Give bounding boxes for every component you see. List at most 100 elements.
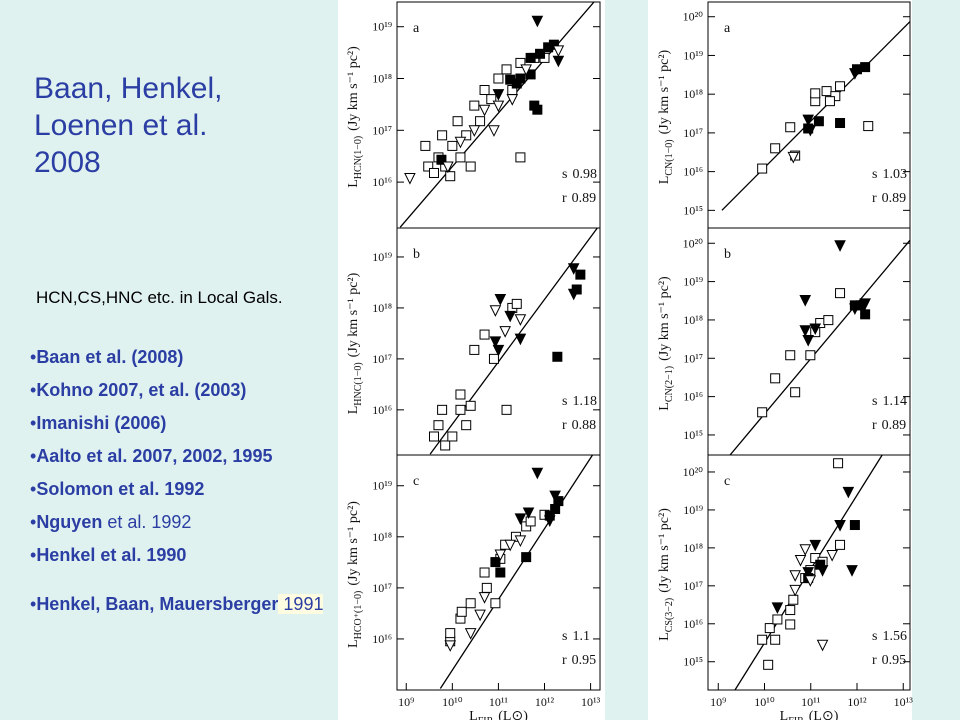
reference-item: Nguyen et al. 1992 (30, 510, 323, 543)
label-symbol: L (469, 709, 478, 720)
y-tick-label: 10¹⁹ (372, 479, 392, 493)
reference-bold: Henkel et al. 1990 (36, 545, 187, 565)
data-point (514, 513, 527, 525)
data-point (813, 116, 824, 127)
y-tick-label: 10¹⁷ (372, 581, 392, 595)
reference-item: Solomon et al. 1992 (30, 477, 323, 510)
data-point (548, 39, 559, 50)
stat-label: s (872, 167, 877, 182)
reference-bold: Nguyen (36, 512, 103, 532)
x-tick-label: 10¹² (847, 695, 867, 709)
y-tick-label: 10¹⁹ (683, 503, 703, 517)
data-point (531, 467, 544, 480)
data-point (494, 293, 507, 306)
stat-label: r (562, 191, 567, 206)
data-point (479, 567, 490, 578)
stat-value: 1.03 (882, 167, 907, 182)
label-subscript: FIR (478, 716, 494, 720)
data-point (433, 420, 444, 431)
data-point (771, 602, 784, 615)
data-point (799, 325, 812, 337)
data-point (504, 539, 516, 552)
data-point (486, 94, 497, 105)
data-point (790, 387, 801, 398)
y-tick-label: 10²⁰ (683, 465, 704, 479)
label-unit: (Jy km s⁻¹ pc²) (657, 49, 672, 134)
data-point (490, 557, 501, 568)
y-tick-label: 10¹⁸ (372, 72, 392, 86)
data-point (543, 515, 556, 527)
data-point (842, 486, 855, 499)
x-tick-label: 10¹⁰ (442, 695, 463, 709)
fit-stat: s 1.56 (872, 629, 907, 644)
stat-label: s (872, 394, 877, 409)
data-point (404, 173, 416, 185)
x-axis-label: LFIR (L⊙) (469, 709, 528, 720)
data-point (440, 440, 451, 451)
panel-letter: c (413, 474, 419, 489)
fit-line (399, 2, 595, 228)
data-point (437, 404, 448, 415)
data-point (799, 544, 812, 556)
y-tick-label: 10¹⁸ (372, 530, 392, 544)
data-point (488, 125, 500, 137)
fit-stat: r 0.95 (562, 653, 596, 668)
fit-line (721, 21, 910, 211)
data-point (785, 619, 796, 630)
y-axis-label: LHCO⁺(1−0) (Jy km s⁻¹ pc²) (346, 501, 364, 648)
data-point (834, 520, 846, 532)
stat-value: 0.89 (882, 418, 907, 433)
fit-stat: r 0.95 (872, 653, 906, 668)
data-point (787, 151, 800, 164)
data-point (799, 295, 812, 307)
data-point (465, 161, 476, 172)
data-point (501, 404, 512, 415)
data-point (499, 326, 511, 338)
label-symbol: L (346, 179, 361, 188)
fit-stat: s 1.1 (562, 629, 590, 644)
reference-item: Henkel et al. 1990 (30, 543, 323, 576)
data-point (552, 45, 565, 57)
x-axis-label: LFIR (L⊙) (780, 709, 839, 720)
y-tick-label: 10¹⁷ (372, 352, 392, 366)
stat-label: r (562, 418, 567, 433)
data-point (553, 496, 564, 507)
y-axis-label: LHCN(1−0) (Jy km s⁻¹ pc²) (346, 46, 364, 188)
data-point (794, 554, 807, 567)
figure-panel-bg (648, 0, 912, 720)
y-tick-label: 10²⁰ (683, 236, 704, 250)
data-point (521, 552, 532, 563)
data-point (846, 565, 858, 577)
y-axis-label: LHNC(1−0) (Jy km s⁻¹ pc²) (346, 272, 364, 414)
data-point (447, 140, 458, 151)
data-point (535, 48, 546, 59)
data-point (849, 68, 861, 80)
data-point (456, 606, 467, 617)
label-unit: (Jy km s⁻¹ pc²) (346, 46, 361, 131)
y-tick-label: 10¹⁹ (372, 250, 392, 264)
data-point (859, 298, 871, 311)
data-point (804, 575, 817, 587)
panel-letter: a (413, 21, 420, 36)
y-tick-label: 10¹⁷ (683, 579, 703, 593)
data-point (465, 598, 476, 609)
y-tick-label: 10¹⁹ (372, 20, 392, 34)
data-point (788, 594, 799, 605)
data-point (461, 420, 472, 431)
fit-stat: s 1.03 (872, 167, 907, 182)
reference-bold: Kohno 2007, et al. (2003) (36, 380, 247, 400)
stat-label: r (562, 653, 567, 668)
fit-stat: r 0.89 (872, 191, 906, 206)
label-unit: (Jy km s⁻¹ pc²) (657, 508, 672, 593)
stat-label: s (562, 629, 567, 644)
fit-line (729, 239, 910, 455)
reference-item: Kohno 2007, et al. (2003) (30, 378, 323, 411)
data-point (849, 520, 860, 531)
x-tick-label: 10¹² (535, 695, 555, 709)
plot-panel: 10¹⁶ 10¹⁷ 10¹⁸ 10¹⁹ a LHCN(1−0) (Jy km s⁻¹ pc²… (346, 1, 601, 229)
data-point (444, 640, 457, 652)
panel-letter: a (724, 21, 731, 36)
data-point (789, 570, 801, 582)
